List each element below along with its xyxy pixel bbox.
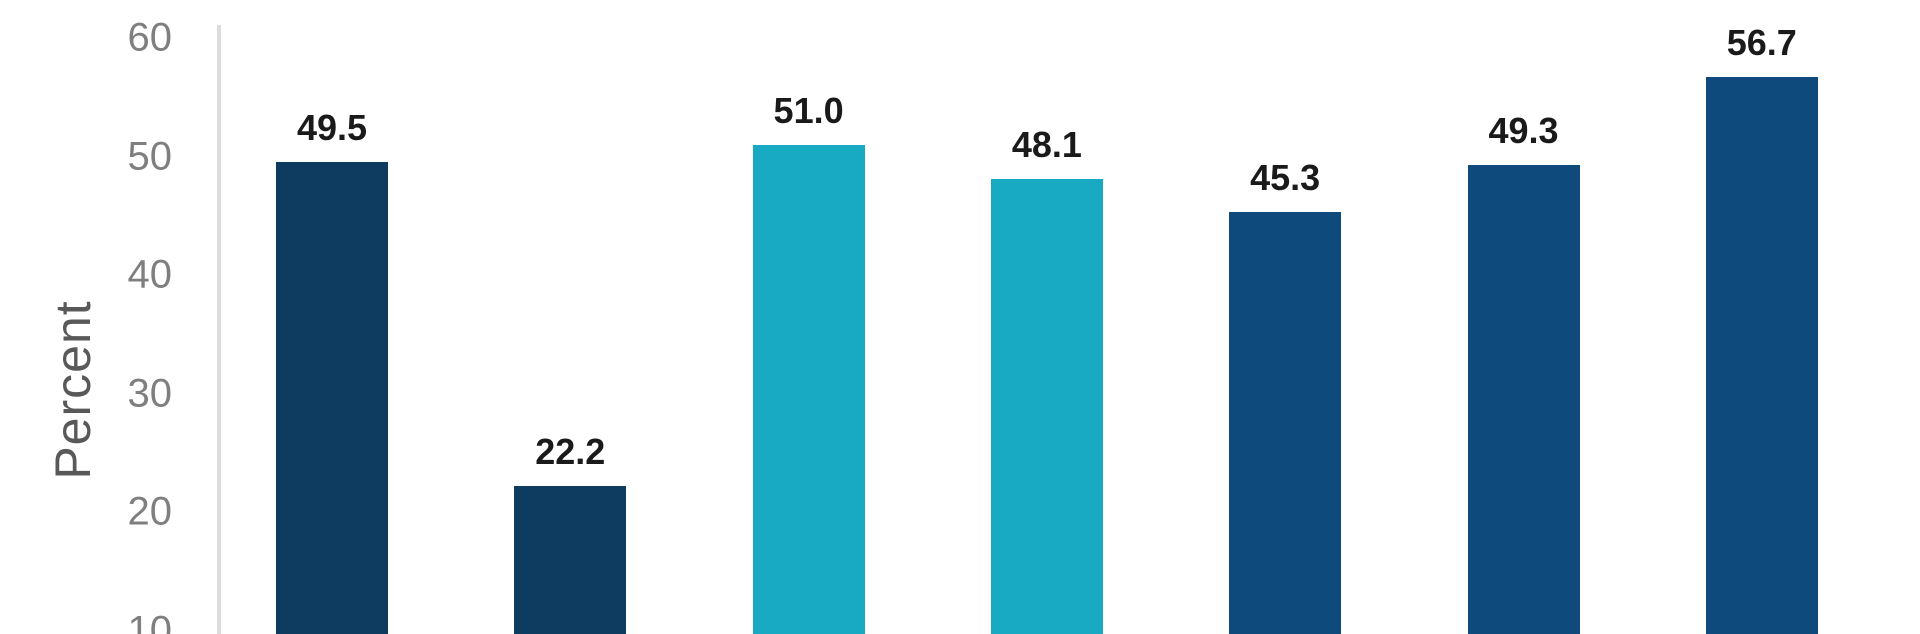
bar-value-label: 48.1 <box>1011 124 1082 165</box>
y-tick-label: 20 <box>127 489 173 534</box>
bar-value-label: 49.3 <box>1488 109 1559 151</box>
bar <box>276 162 388 634</box>
y-tick-label: 60 <box>127 15 173 60</box>
bar <box>990 179 1103 634</box>
bar <box>514 485 627 634</box>
bar-value-label: 51.0 <box>773 89 844 131</box>
bar-value-label: 49.5 <box>296 107 368 149</box>
bar-value-label: 45.3 <box>1250 157 1321 199</box>
y-tick-label: 10 <box>127 608 173 634</box>
bar <box>1467 164 1580 634</box>
bar <box>752 144 865 634</box>
y-tick-label: 30 <box>127 371 173 415</box>
y-axis-ticks: 60 50 40 30 20 10 <box>0 0 173 634</box>
y-tick-label: 50 <box>127 134 173 178</box>
bar <box>1229 212 1342 634</box>
y-tick-label: 40 <box>127 252 173 297</box>
y-axis-line <box>217 25 221 634</box>
bar <box>1705 77 1818 634</box>
bar-value-label: 56.7 <box>1726 22 1797 64</box>
bar-value-label: 22.2 <box>535 430 606 472</box>
